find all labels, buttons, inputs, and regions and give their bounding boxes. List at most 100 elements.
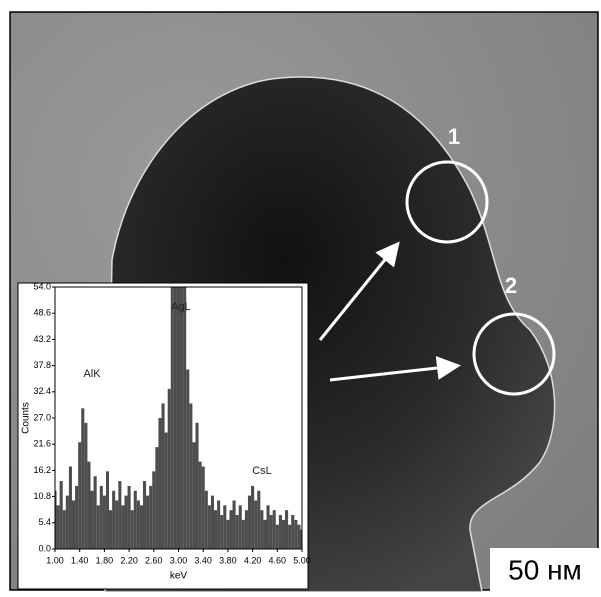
bar [136,500,140,549]
bar [130,510,134,549]
peak-label: CsL [252,465,272,477]
bar [118,481,122,549]
bar [152,471,156,549]
scale-bar-box [490,548,601,592]
bars [55,287,302,549]
bar [266,505,270,549]
bar [56,505,60,549]
y-tick-label: 32.4 [33,386,51,396]
bar [201,466,205,549]
bar [146,495,150,549]
bar [278,515,282,549]
bar [90,490,94,549]
y-axis-label: Counts [21,402,32,434]
region-label: 1 [448,124,460,149]
x-tick-label: 5.00 [293,555,311,565]
y-tick-label: 10.8 [33,491,51,501]
bar [257,490,261,549]
bar [297,524,301,549]
bar [93,476,97,549]
bar [269,515,273,549]
x-tick-label: 1.40 [71,555,89,565]
bar [198,461,202,549]
bar [217,500,221,549]
bar [207,505,211,549]
bar [214,510,218,549]
region-circle [405,160,489,244]
bar [55,490,57,549]
y-tick-label: 21.6 [33,439,51,449]
y-tick-label: 0.0 [38,543,51,553]
x-axis-label: keV [170,571,188,582]
bar [161,403,165,549]
bar [155,447,159,549]
bar [78,442,82,549]
bar [112,490,116,549]
region-label: 2 [505,273,517,298]
x-tick-label: 3.80 [219,555,237,565]
bar [164,432,168,549]
arrow [318,241,400,341]
bar [62,510,66,549]
bar [195,422,199,549]
x-tick-label: 2.20 [120,555,138,565]
bar [186,369,190,549]
bar [102,495,106,549]
y-tick-label: 5.4 [38,517,51,527]
y-tick-label: 16.2 [33,465,51,475]
bar [210,495,215,549]
x-tick-label: 4.60 [269,555,287,565]
bar [192,442,196,549]
x-tick-label: 4.20 [244,555,262,565]
y-tick-label: 37.8 [33,360,51,370]
bar [81,408,85,549]
bar [238,505,242,549]
bar [133,490,137,549]
bar [127,485,131,549]
bar [158,418,162,549]
y-tick-label: 48.6 [33,308,51,318]
arrow [329,356,461,382]
bar [115,500,119,549]
x-tick-label: 3.00 [170,555,188,565]
bar [173,287,177,549]
bar [99,485,103,549]
bar [251,485,255,549]
bar [149,485,153,549]
x-tick-label: 2.60 [145,555,163,565]
bar [71,500,76,549]
bar [204,490,208,549]
bar [223,505,227,549]
bar [244,510,248,549]
bar [59,481,63,549]
bar [241,519,245,549]
bar [65,495,69,549]
bar [87,461,91,549]
bar [68,466,72,549]
bar [220,515,224,549]
bar [294,519,298,549]
bar [263,519,267,549]
bar [139,505,143,549]
x-tick-label: 1.80 [96,555,114,565]
bar [105,471,110,549]
bar [232,500,236,549]
bar [226,519,230,549]
bar [288,524,292,549]
bar [167,388,171,549]
bar [109,510,113,549]
bar [281,519,286,549]
bar [260,510,264,549]
region-circle [472,312,556,396]
bar [275,524,279,549]
bar [254,500,258,549]
bar [121,505,125,549]
bar [183,287,187,549]
spectrum: 0.0 5.4 10.8 16.2 21.6 27.0 32.4 37.8 43.2 48.6 54… [21,281,311,582]
peak-label: AgL [171,301,191,313]
bar [285,510,289,549]
peak-label: AlK [83,368,101,380]
bar [176,287,181,549]
y-tick-label: 27.0 [33,412,51,422]
